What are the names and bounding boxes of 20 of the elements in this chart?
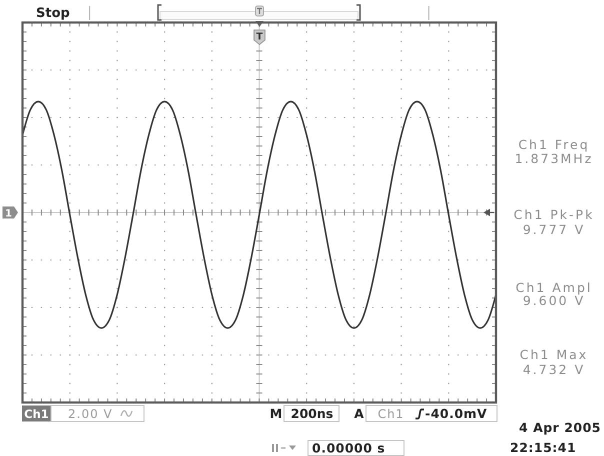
text: T xyxy=(256,32,264,42)
text: 9.777 V xyxy=(522,222,586,237)
text: 9.600 V xyxy=(522,293,586,308)
text: 4.732 V xyxy=(522,362,586,377)
text: 200ns xyxy=(290,406,334,421)
text: Ch1 Max xyxy=(520,347,588,362)
text: Ch1 Ampl xyxy=(516,280,592,295)
text: -40.0mV xyxy=(425,406,488,421)
text: 4 Apr 2005 xyxy=(519,420,601,435)
text: A xyxy=(354,406,364,421)
text: 22:15:41 xyxy=(510,440,576,455)
text: 2.00 V xyxy=(68,407,113,421)
text: Ch1 Pk-Pk xyxy=(514,207,594,222)
text: 0.00000 s xyxy=(312,440,386,456)
text: Ch1 xyxy=(378,407,404,421)
text: 1.873MHz xyxy=(514,151,594,166)
text: Stop xyxy=(36,6,70,21)
text: M xyxy=(270,406,282,421)
text: Ch1 Freq xyxy=(518,137,590,152)
text: 1 xyxy=(5,208,12,220)
